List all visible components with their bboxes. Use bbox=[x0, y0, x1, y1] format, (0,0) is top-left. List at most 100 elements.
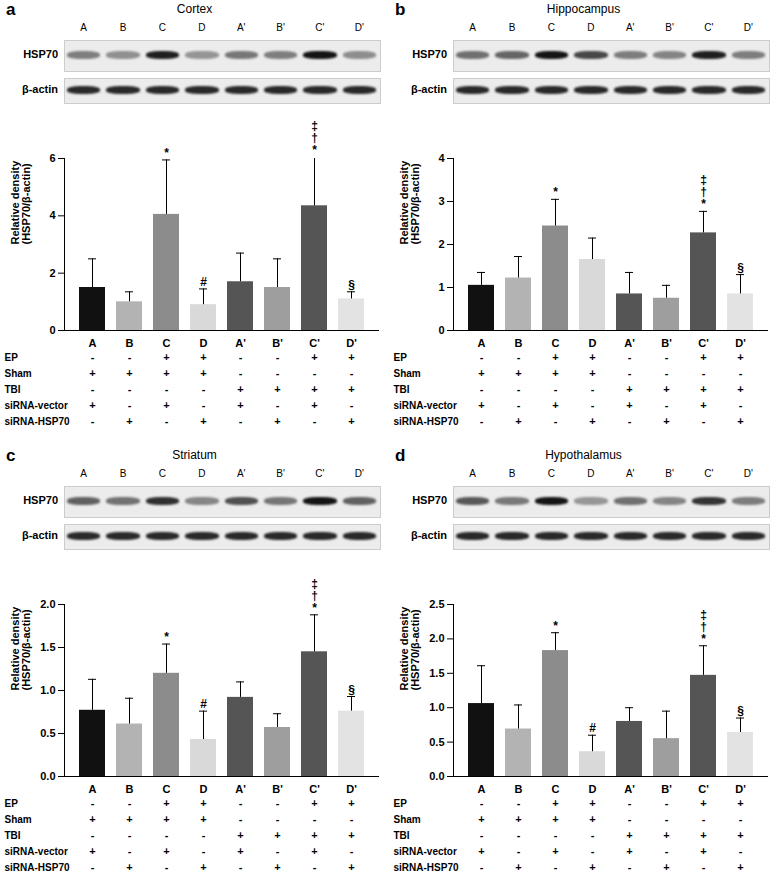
svg-text:D': D' bbox=[735, 337, 746, 349]
svg-text:+: + bbox=[515, 415, 521, 427]
svg-text:-: - bbox=[554, 383, 558, 395]
svg-text:+: + bbox=[200, 351, 206, 363]
svg-text:+: + bbox=[552, 845, 558, 857]
svg-text:§: § bbox=[737, 261, 744, 275]
svg-text:+: + bbox=[700, 399, 706, 411]
svg-text:B: B bbox=[126, 783, 134, 795]
svg-text:+: + bbox=[663, 861, 669, 873]
svg-text:B: B bbox=[126, 337, 134, 349]
svg-text:+: + bbox=[200, 813, 206, 825]
svg-text:-: - bbox=[313, 861, 317, 873]
svg-text:+: + bbox=[348, 861, 354, 873]
svg-text:-: - bbox=[165, 415, 169, 427]
svg-text:+: + bbox=[126, 861, 132, 873]
svg-text:Sham: Sham bbox=[394, 814, 421, 825]
svg-text:-: - bbox=[665, 797, 669, 809]
svg-text:+: + bbox=[552, 367, 558, 379]
svg-text:+: + bbox=[663, 415, 669, 427]
svg-text:-: - bbox=[313, 415, 317, 427]
svg-text:-: - bbox=[128, 351, 132, 363]
svg-text:+: + bbox=[274, 383, 280, 395]
svg-text:+: + bbox=[311, 399, 317, 411]
svg-text:+: + bbox=[552, 399, 558, 411]
svg-text:-: - bbox=[128, 845, 132, 857]
svg-text:-: - bbox=[239, 797, 243, 809]
svg-text:Relative density(HSP70/β-actin: Relative density(HSP70/β-actin) bbox=[398, 160, 421, 245]
svg-text:-: - bbox=[239, 367, 243, 379]
svg-text:*: * bbox=[164, 630, 169, 644]
svg-text:+: + bbox=[626, 399, 632, 411]
svg-text:EP: EP bbox=[5, 798, 19, 809]
svg-text:siRNA-vector: siRNA-vector bbox=[394, 846, 457, 857]
svg-text:+: + bbox=[737, 383, 743, 395]
svg-text:3: 3 bbox=[438, 195, 444, 207]
svg-text:A: A bbox=[89, 783, 97, 795]
svg-text:+: + bbox=[737, 415, 743, 427]
svg-text:+: + bbox=[626, 845, 632, 857]
svg-text:+: + bbox=[311, 383, 317, 395]
svg-text:+: + bbox=[589, 367, 595, 379]
svg-text:-: - bbox=[480, 383, 484, 395]
svg-text:-: - bbox=[517, 383, 521, 395]
svg-text:D: D bbox=[200, 783, 208, 795]
svg-text:-: - bbox=[350, 845, 354, 857]
svg-text:2: 2 bbox=[438, 238, 444, 250]
svg-text:-: - bbox=[480, 797, 484, 809]
svg-text:-: - bbox=[628, 861, 632, 873]
svg-text:+: + bbox=[200, 797, 206, 809]
svg-text:-: - bbox=[591, 383, 595, 395]
svg-text:-: - bbox=[628, 351, 632, 363]
svg-text:siRNA-vector: siRNA-vector bbox=[5, 846, 68, 857]
svg-text:§: § bbox=[348, 683, 355, 697]
svg-text:+: + bbox=[163, 813, 169, 825]
svg-text:0: 0 bbox=[438, 324, 444, 336]
svg-text:Sham: Sham bbox=[5, 368, 32, 379]
svg-text:+: + bbox=[478, 813, 484, 825]
svg-text:+: + bbox=[237, 383, 243, 395]
svg-text:-: - bbox=[702, 813, 706, 825]
svg-text:*: * bbox=[164, 146, 169, 160]
svg-text:EP: EP bbox=[5, 352, 19, 363]
svg-text:EP: EP bbox=[394, 798, 408, 809]
svg-text:-: - bbox=[480, 861, 484, 873]
svg-text:+: + bbox=[663, 383, 669, 395]
svg-text:-: - bbox=[202, 383, 206, 395]
svg-text:+: + bbox=[478, 399, 484, 411]
svg-text:+: + bbox=[200, 367, 206, 379]
svg-text:+: + bbox=[737, 351, 743, 363]
svg-text:1.5: 1.5 bbox=[429, 667, 444, 679]
svg-text:D: D bbox=[200, 337, 208, 349]
svg-text:-: - bbox=[128, 797, 132, 809]
svg-text:-: - bbox=[91, 415, 95, 427]
svg-text:C': C' bbox=[698, 783, 709, 795]
svg-text:+: + bbox=[163, 351, 169, 363]
svg-text:Sham: Sham bbox=[5, 814, 32, 825]
svg-text:+: + bbox=[348, 351, 354, 363]
svg-text:+: + bbox=[700, 351, 706, 363]
svg-text:-: - bbox=[739, 367, 743, 379]
svg-text:1.5: 1.5 bbox=[40, 641, 55, 653]
svg-text:+: + bbox=[589, 351, 595, 363]
svg-text:-: - bbox=[702, 861, 706, 873]
svg-text:-: - bbox=[591, 829, 595, 841]
svg-text:B: B bbox=[515, 337, 523, 349]
svg-text:-: - bbox=[91, 351, 95, 363]
svg-text:+: + bbox=[163, 399, 169, 411]
svg-text:+: + bbox=[89, 367, 95, 379]
svg-text:siRNA-vector: siRNA-vector bbox=[5, 400, 68, 411]
svg-text:C': C' bbox=[698, 337, 709, 349]
svg-text:-: - bbox=[313, 813, 317, 825]
svg-text:+: + bbox=[737, 797, 743, 809]
svg-text:+: + bbox=[700, 829, 706, 841]
svg-text:-: - bbox=[128, 399, 132, 411]
svg-text:D': D' bbox=[346, 337, 357, 349]
svg-text:-: - bbox=[91, 383, 95, 395]
svg-text:-: - bbox=[350, 399, 354, 411]
svg-text:+: + bbox=[200, 861, 206, 873]
svg-text:+: + bbox=[89, 813, 95, 825]
svg-text:-: - bbox=[702, 367, 706, 379]
svg-text:-: - bbox=[276, 367, 280, 379]
svg-text:-: - bbox=[165, 861, 169, 873]
svg-text:-: - bbox=[350, 367, 354, 379]
svg-text:B: B bbox=[515, 783, 523, 795]
